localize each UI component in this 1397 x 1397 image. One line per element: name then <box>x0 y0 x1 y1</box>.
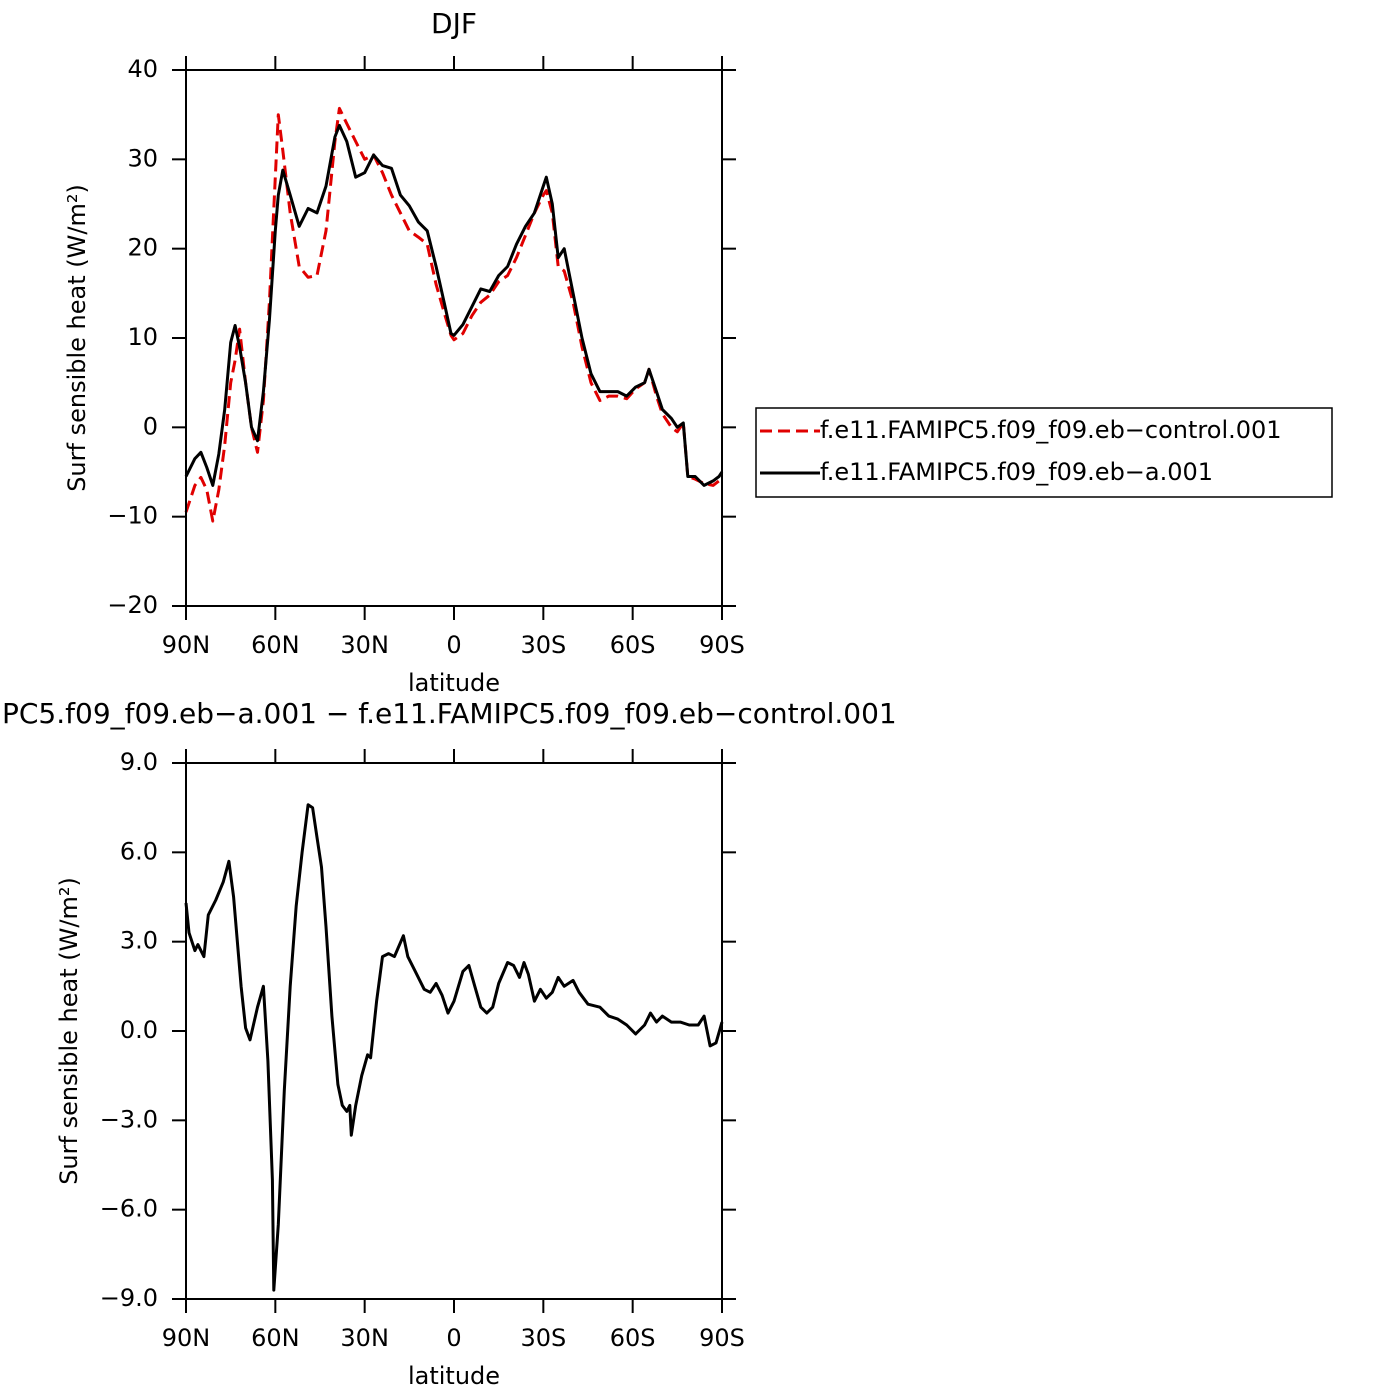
y-tick-label: 6.0 <box>120 837 158 865</box>
x-tick-label: 90S <box>699 1324 745 1352</box>
y-tick-label: 0.0 <box>120 1016 158 1044</box>
plot-frame <box>185 69 723 607</box>
y-tick-label: −20 <box>107 591 158 619</box>
x-tick-label: 60N <box>251 631 300 659</box>
x-tick-label: 90S <box>699 631 745 659</box>
x-tick-label: 30S <box>520 631 566 659</box>
x-tick-label: 30N <box>340 1324 389 1352</box>
y-tick-label: 30 <box>127 144 158 172</box>
legend-label: f.e11.FAMIPC5.f09_f09.eb−control.001 <box>820 416 1282 444</box>
y-tick-label: −10 <box>107 502 158 530</box>
y-tick-label: −9.0 <box>100 1284 158 1312</box>
x-axis-label: latitude <box>408 1362 500 1390</box>
x-tick-label: 60N <box>251 1324 300 1352</box>
y-tick-label: 20 <box>127 234 158 262</box>
x-axis-label: latitude <box>408 669 500 697</box>
chart-title: PC5.f09_f09.eb−a.001 − f.e11.FAMIPC5.f09… <box>2 697 897 730</box>
x-tick-label: 0 <box>446 631 461 659</box>
x-tick-label: 90N <box>162 631 211 659</box>
y-tick-label: 9.0 <box>120 748 158 776</box>
data-line <box>184 803 724 1292</box>
y-tick-label: 10 <box>127 323 158 351</box>
y-axis-label: Surf sensible heat (W/m²) <box>55 877 83 1185</box>
y-tick-label: 40 <box>127 55 158 83</box>
legend-box <box>755 407 1333 498</box>
x-tick-label: 30N <box>340 631 389 659</box>
y-axis-label: Surf sensible heat (W/m²) <box>63 184 91 492</box>
x-tick-label: 60S <box>610 631 656 659</box>
y-tick-label: 0 <box>143 412 158 440</box>
y-tick-label: −6.0 <box>100 1195 158 1223</box>
chart-title: DJF <box>431 7 477 40</box>
x-tick-label: 90N <box>162 1324 211 1352</box>
y-tick-label: 3.0 <box>120 927 158 955</box>
data-line <box>184 123 724 487</box>
legend-label: f.e11.FAMIPC5.f09_f09.eb−a.001 <box>820 458 1213 486</box>
plot-frame <box>185 762 723 1300</box>
x-tick-label: 0 <box>446 1324 461 1352</box>
y-tick-label: −3.0 <box>100 1105 158 1133</box>
x-tick-label: 30S <box>520 1324 566 1352</box>
data-line <box>184 106 724 523</box>
x-tick-label: 60S <box>610 1324 656 1352</box>
